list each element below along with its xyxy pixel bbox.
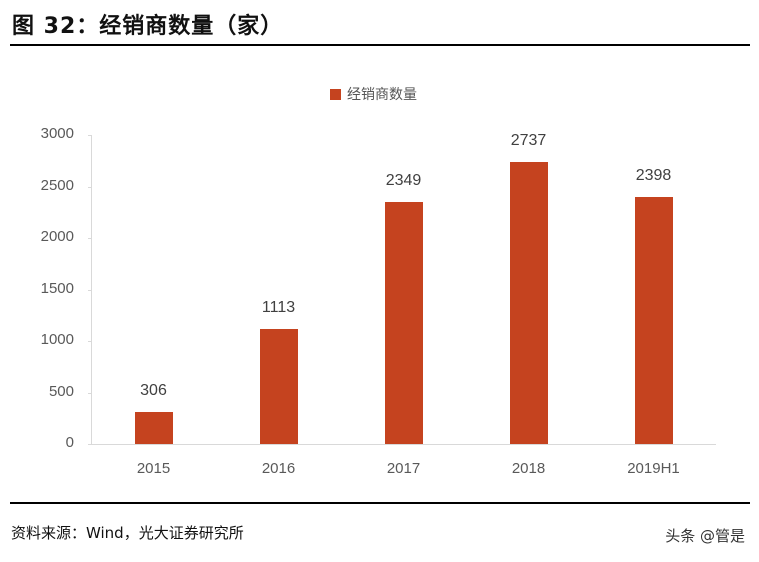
chart-title: 图 32：经销商数量（家） <box>12 14 284 39</box>
x-axis <box>91 444 716 445</box>
source-note: 资料来源：Wind，光大证券研究所 <box>11 524 244 542</box>
y-tick-label: 1500 <box>40 279 74 297</box>
bar-value-label: 2349 <box>385 172 422 190</box>
bar-2016 <box>259 329 298 444</box>
y-tick-mark <box>88 135 92 136</box>
bar-value-label: 306 <box>140 382 167 400</box>
y-tick-label: 3000 <box>40 125 74 142</box>
y-tick-mark <box>88 341 92 342</box>
bar-value-label: 1113 <box>261 299 296 317</box>
y-tick-label: 2500 <box>40 176 74 194</box>
bar-value-label: 2737 <box>510 132 547 150</box>
x-tick-label: 2019H1 <box>627 460 680 477</box>
x-tick-label: 2015 <box>136 460 171 477</box>
bar-2019H1 <box>634 197 673 444</box>
legend-label: 经销商数量 <box>347 87 417 103</box>
y-tick-mark <box>88 186 92 188</box>
y-tick-mark <box>88 238 92 239</box>
bar-2015 <box>134 412 173 444</box>
y-tick-label: 2000 <box>40 228 74 245</box>
bar-2018 <box>509 162 548 444</box>
y-tick-label: 500 <box>48 382 74 400</box>
y-tick-mark <box>88 392 92 394</box>
y-tick-label: 1000 <box>40 331 74 348</box>
x-tick-label: 2017 <box>386 460 421 477</box>
x-tick-label: 2016 <box>261 460 296 477</box>
legend-swatch-icon <box>330 88 341 100</box>
y-tick-mark <box>88 444 92 445</box>
bar-2017 <box>384 202 423 444</box>
y-tick-mark <box>88 289 92 291</box>
bar-value-label: 2398 <box>635 167 672 184</box>
legend: 经销商数量 <box>330 84 417 104</box>
top-divider <box>10 44 750 46</box>
watermark: 头条 @管是 <box>665 527 745 545</box>
bottom-divider <box>10 502 750 504</box>
x-tick-label: 2018 <box>511 460 546 477</box>
y-tick-label: 0 <box>65 434 74 451</box>
